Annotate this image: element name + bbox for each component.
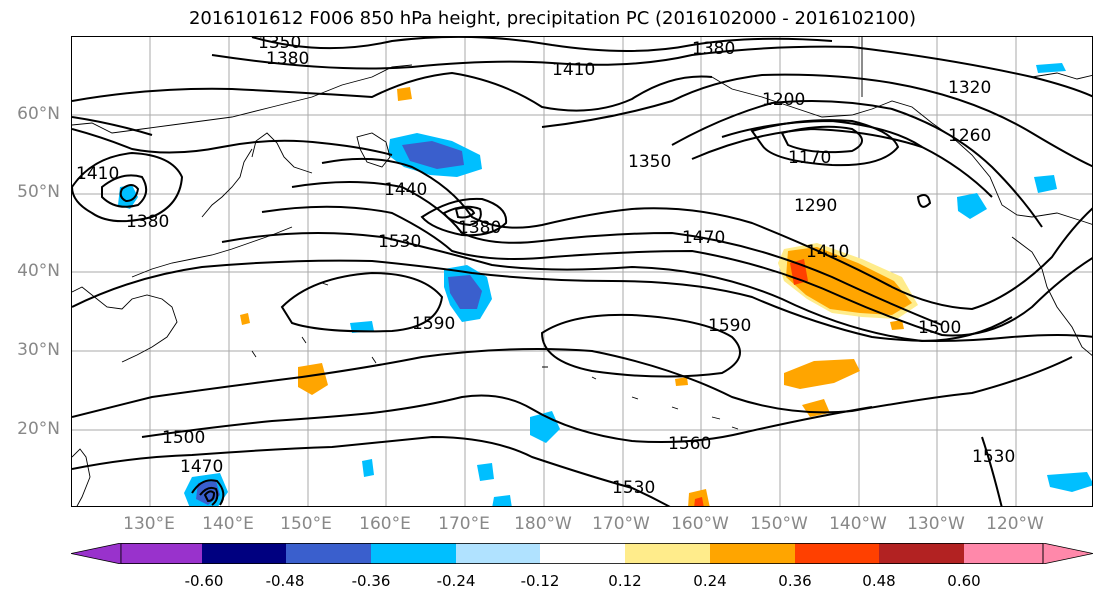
lon-label-160e: 160°E <box>359 514 411 534</box>
contour-label-1500: 1500 <box>918 318 961 338</box>
lon-label-170w: 170°W <box>592 514 650 534</box>
colorbar-tick-label: 0.60 <box>947 572 981 590</box>
colorbar-segment <box>795 543 879 564</box>
colorbar-segment <box>456 543 540 564</box>
colorbar-outline <box>120 543 1044 564</box>
contour-labels: 1350 1380 1410 1380 1200 1170 1320 1260 … <box>76 37 1015 498</box>
contour-label-1530: 1530 <box>612 478 655 498</box>
contour-label-1470: 1470 <box>682 228 725 248</box>
colorbar-segments <box>71 543 1093 564</box>
colorbar-tick-label: -0.36 <box>351 572 391 590</box>
lon-label-120w: 120°W <box>986 514 1044 534</box>
colorbar-segment <box>710 543 795 564</box>
coastlines <box>72 37 1092 506</box>
colorbar-tick-label: -0.12 <box>520 572 560 590</box>
lon-label-150e: 150°E <box>280 514 332 534</box>
colorbar-segment <box>879 543 964 564</box>
colorbar-segment <box>286 543 371 564</box>
colorbar-tick-label: -0.24 <box>436 572 476 590</box>
lon-label-130w: 130°W <box>907 514 965 534</box>
contour-label-1410: 1410 <box>552 60 595 80</box>
colorbar-tick-label: -0.60 <box>184 572 224 590</box>
lat-label-30n: 30°N <box>17 340 60 360</box>
contour-label-1290: 1290 <box>794 196 837 216</box>
contour-label-1320: 1320 <box>948 78 991 98</box>
lon-label-130e: 130°E <box>123 514 175 534</box>
colorbar-tick-label: 0.12 <box>608 572 642 590</box>
colorbar <box>71 543 1093 564</box>
contour-label-1410: 1410 <box>76 164 119 184</box>
contour-label-1440: 1440 <box>384 180 427 200</box>
contour-label-1380: 1380 <box>126 212 169 232</box>
height-contours <box>72 37 1092 506</box>
colorbar-segment <box>202 543 286 564</box>
contour-label-1410: 1410 <box>806 242 849 262</box>
contour-label-1470: 1470 <box>180 457 223 477</box>
contour-label-1500: 1500 <box>162 428 205 448</box>
contour-label-1380: 1380 <box>692 39 735 59</box>
contour-label-1260: 1260 <box>948 126 991 146</box>
colorbar-extend-min <box>71 543 122 564</box>
contour-label-1350: 1350 <box>628 152 671 172</box>
colorbar-extend-max <box>1042 543 1093 564</box>
colorbar-tick-label: 0.24 <box>693 572 727 590</box>
lon-label-160w: 160°W <box>671 514 729 534</box>
lon-label-140e: 140°E <box>202 514 254 534</box>
contour-label-1200: 1200 <box>762 90 805 110</box>
colorbar-segment <box>121 543 202 564</box>
map-canvas: 1350 1380 1410 1380 1200 1170 1320 1260 … <box>72 37 1092 506</box>
lon-label-170e: 170°E <box>438 514 490 534</box>
colorbar-tick-label: 0.36 <box>778 572 812 590</box>
colorbar-segment <box>540 543 625 564</box>
gridlines <box>72 37 1092 506</box>
lat-label-60n: 60°N <box>17 104 60 124</box>
lon-label-180w: 180°W <box>514 514 572 534</box>
contour-label-1380: 1380 <box>458 218 501 238</box>
lat-label-40n: 40°N <box>17 261 60 281</box>
contour-label-1590: 1590 <box>412 314 455 334</box>
colorbar-segment <box>964 543 1043 564</box>
lat-label-50n: 50°N <box>17 182 60 202</box>
colorbar-segment <box>625 543 710 564</box>
contour-label-1530: 1530 <box>972 447 1015 467</box>
lat-label-20n: 20°N <box>17 419 60 439</box>
precipitation-shading <box>118 63 1092 506</box>
contour-label-1560: 1560 <box>668 434 711 454</box>
lon-label-140w: 140°W <box>829 514 887 534</box>
lon-label-150w: 150°W <box>750 514 808 534</box>
contour-label-1590: 1590 <box>708 316 751 336</box>
contour-label-1170: 1170 <box>788 148 831 168</box>
map-panel: 1350 1380 1410 1380 1200 1170 1320 1260 … <box>71 36 1093 507</box>
contour-label-1380: 1380 <box>266 49 309 69</box>
contour-label-1350: 1350 <box>258 37 301 53</box>
colorbar-tick-label: 0.48 <box>862 572 896 590</box>
colorbar-segment <box>371 543 456 564</box>
colorbar-tick-label: -0.48 <box>265 572 305 590</box>
contour-label-1530: 1530 <box>378 232 421 252</box>
map-title: 2016101612 F006 850 hPa height, precipit… <box>188 8 917 29</box>
